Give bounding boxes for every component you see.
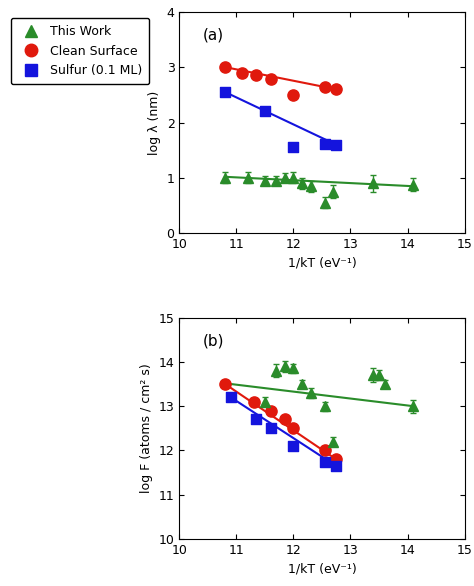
Point <box>267 74 274 84</box>
Point <box>221 379 229 389</box>
Point <box>332 461 340 471</box>
Point <box>267 406 274 415</box>
Point <box>321 457 328 466</box>
Point <box>261 107 269 116</box>
Text: (a): (a) <box>202 27 223 42</box>
Point <box>332 140 340 149</box>
Point <box>250 397 257 407</box>
Legend: This Work, Clean Surface, Sulfur (0.1 ML): This Work, Clean Surface, Sulfur (0.1 ML… <box>11 18 149 84</box>
Point <box>227 393 235 402</box>
Point <box>290 441 297 451</box>
Y-axis label: log F (atoms / cm² s): log F (atoms / cm² s) <box>140 363 153 493</box>
Point <box>332 84 340 94</box>
Point <box>321 446 328 455</box>
Point <box>221 63 229 72</box>
Point <box>281 415 289 424</box>
Point <box>267 424 274 433</box>
X-axis label: 1/kT (eV⁻¹): 1/kT (eV⁻¹) <box>288 257 356 270</box>
Point <box>221 87 229 97</box>
X-axis label: 1/kT (eV⁻¹): 1/kT (eV⁻¹) <box>288 563 356 575</box>
Point <box>290 424 297 433</box>
Point <box>332 455 340 464</box>
Point <box>290 90 297 100</box>
Point <box>253 415 260 424</box>
Y-axis label: log λ (nm): log λ (nm) <box>148 90 161 155</box>
Point <box>321 82 328 91</box>
Point <box>290 143 297 152</box>
Point <box>253 71 260 80</box>
Point <box>238 68 246 77</box>
Text: (b): (b) <box>202 333 224 348</box>
Point <box>321 139 328 148</box>
